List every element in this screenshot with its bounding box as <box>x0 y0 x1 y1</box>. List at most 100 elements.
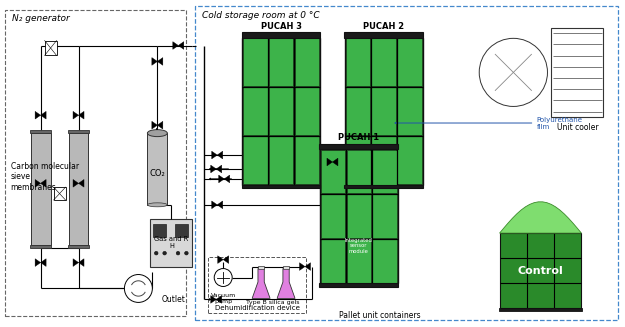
Text: Outlet: Outlet <box>161 295 185 304</box>
Text: PUCAH 3: PUCAH 3 <box>261 22 302 30</box>
Polygon shape <box>499 308 582 311</box>
Circle shape <box>479 38 548 107</box>
Polygon shape <box>346 87 370 135</box>
Polygon shape <box>269 87 294 135</box>
Polygon shape <box>398 87 422 135</box>
Polygon shape <box>319 144 398 149</box>
Polygon shape <box>242 32 321 38</box>
Polygon shape <box>35 259 41 267</box>
Polygon shape <box>217 201 222 209</box>
Polygon shape <box>152 121 158 129</box>
Polygon shape <box>551 27 603 117</box>
Text: N₂ generator: N₂ generator <box>12 14 69 23</box>
Polygon shape <box>41 112 46 119</box>
Polygon shape <box>224 175 229 183</box>
Circle shape <box>184 251 188 255</box>
Polygon shape <box>346 195 371 238</box>
Polygon shape <box>499 233 581 308</box>
Polygon shape <box>305 263 311 270</box>
Polygon shape <box>242 87 268 135</box>
Polygon shape <box>242 136 268 184</box>
Polygon shape <box>346 239 371 283</box>
Polygon shape <box>223 256 229 264</box>
Text: Control: Control <box>518 266 563 276</box>
Polygon shape <box>211 165 216 173</box>
Polygon shape <box>73 112 79 119</box>
Polygon shape <box>372 239 398 283</box>
Ellipse shape <box>148 129 168 137</box>
Circle shape <box>124 275 152 302</box>
Text: CO₂: CO₂ <box>149 169 165 178</box>
Polygon shape <box>269 136 294 184</box>
Polygon shape <box>346 38 370 86</box>
Polygon shape <box>294 87 319 135</box>
Polygon shape <box>158 121 163 129</box>
Polygon shape <box>41 259 46 267</box>
Circle shape <box>176 251 180 255</box>
Text: Dehumidification device: Dehumidification device <box>214 305 299 311</box>
Polygon shape <box>216 165 222 173</box>
Polygon shape <box>294 136 319 184</box>
Polygon shape <box>31 133 51 245</box>
Polygon shape <box>269 38 294 86</box>
Text: Integrated
sensor
module: Integrated sensor module <box>345 237 373 254</box>
Polygon shape <box>320 149 398 284</box>
Polygon shape <box>217 151 222 159</box>
Polygon shape <box>372 195 398 238</box>
Polygon shape <box>44 41 57 56</box>
Polygon shape <box>30 245 51 248</box>
Polygon shape <box>219 175 224 183</box>
Polygon shape <box>371 136 396 184</box>
Polygon shape <box>258 266 264 268</box>
Polygon shape <box>41 180 46 187</box>
Polygon shape <box>371 38 396 86</box>
Polygon shape <box>499 202 581 233</box>
Polygon shape <box>158 58 163 65</box>
Text: PUCAH 2: PUCAH 2 <box>363 22 404 30</box>
Polygon shape <box>242 185 321 188</box>
Text: Type B silica gels: Type B silica gels <box>246 301 300 305</box>
Polygon shape <box>332 158 338 166</box>
Polygon shape <box>35 112 41 119</box>
Polygon shape <box>242 38 268 86</box>
Polygon shape <box>327 158 332 166</box>
Text: PUCAH 1: PUCAH 1 <box>338 133 379 142</box>
Circle shape <box>214 268 232 286</box>
Polygon shape <box>345 38 423 185</box>
Text: Carbon molecular
sieve
membranes: Carbon molecular sieve membranes <box>11 162 79 192</box>
Text: Gas and R
H: Gas and R H <box>154 236 189 249</box>
Polygon shape <box>212 151 218 159</box>
Polygon shape <box>398 38 422 86</box>
Polygon shape <box>372 150 398 193</box>
Polygon shape <box>344 32 423 38</box>
Text: Polyurethane
film: Polyurethane film <box>536 116 582 129</box>
Polygon shape <box>173 42 178 49</box>
Polygon shape <box>79 112 84 119</box>
Polygon shape <box>299 263 305 270</box>
Polygon shape <box>252 268 270 299</box>
Polygon shape <box>319 284 398 287</box>
Polygon shape <box>69 133 89 245</box>
Polygon shape <box>294 38 319 86</box>
Polygon shape <box>68 245 89 248</box>
Polygon shape <box>178 42 184 49</box>
Polygon shape <box>152 58 158 65</box>
Polygon shape <box>35 180 41 187</box>
Polygon shape <box>371 87 396 135</box>
Polygon shape <box>54 187 66 200</box>
Circle shape <box>163 251 166 255</box>
Polygon shape <box>321 239 346 283</box>
Polygon shape <box>283 266 289 268</box>
Polygon shape <box>242 38 320 185</box>
Polygon shape <box>79 180 84 187</box>
Circle shape <box>154 251 158 255</box>
Polygon shape <box>174 224 188 237</box>
Polygon shape <box>346 150 371 193</box>
Polygon shape <box>73 259 79 267</box>
Polygon shape <box>68 130 89 133</box>
Polygon shape <box>153 224 166 237</box>
Text: Vacuum
pump: Vacuum pump <box>211 293 236 304</box>
Text: Pallet unit containers: Pallet unit containers <box>339 311 421 320</box>
Polygon shape <box>321 150 346 193</box>
Polygon shape <box>30 130 51 133</box>
